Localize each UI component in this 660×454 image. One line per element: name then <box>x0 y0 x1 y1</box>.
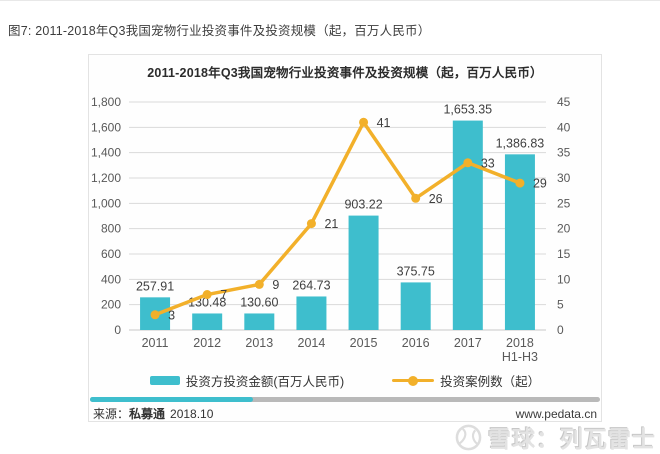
svg-text:130.60: 130.60 <box>240 295 278 309</box>
line-series-swatch-icon <box>392 375 435 386</box>
source-row: 来源：私募通 2018.10 www.pedata.cn <box>93 405 597 422</box>
svg-text:1,800: 1,800 <box>91 95 121 109</box>
source-date: 2018.10 <box>170 407 214 421</box>
svg-text:2014: 2014 <box>298 336 326 350</box>
svg-text:200: 200 <box>101 298 121 312</box>
xueqiu-snowball-icon <box>455 424 482 450</box>
legend-label-case-count: 投资案例数（起） <box>440 375 541 389</box>
svg-text:1,653.35: 1,653.35 <box>443 103 492 117</box>
chart-title: 2011-2018年Q3我国宠物行业投资事件及投资规模（起，百万人民币） <box>147 66 543 80</box>
svg-text:0: 0 <box>557 323 564 337</box>
svg-text:26: 26 <box>429 192 443 206</box>
svg-text:H1-H3: H1-H3 <box>502 350 538 364</box>
legend-item-investment-amount: 投资方投资金额(百万人民币) <box>149 371 345 390</box>
svg-text:25: 25 <box>557 196 571 210</box>
svg-text:5: 5 <box>557 298 564 312</box>
legend-label-investment-amount: 投资方投资金额(百万人民币) <box>185 375 345 389</box>
svg-text:10: 10 <box>557 272 571 286</box>
figure-caption: 图7: 2011-2018年Q3我国宠物行业投资事件及投资规模（起，百万人民币） <box>8 24 431 38</box>
chart-panel: 2011-2018年Q3我国宠物行业投资事件及投资规模（起，百万人民币） 0 0 2… <box>88 54 602 422</box>
svg-text:29: 29 <box>533 177 547 191</box>
svg-text:800: 800 <box>101 222 121 236</box>
svg-text:35: 35 <box>557 146 571 160</box>
svg-text:2016: 2016 <box>402 336 430 350</box>
chart-legend: 投资方投资金额(百万人民币) 投资案例数（起） <box>89 371 601 390</box>
legend-item-case-count: 投资案例数（起） <box>392 371 540 390</box>
svg-text:20: 20 <box>557 222 571 236</box>
svg-text:400: 400 <box>101 272 121 286</box>
svg-text:33: 33 <box>481 156 495 170</box>
svg-text:375.75: 375.75 <box>397 264 435 278</box>
svg-text:0: 0 <box>114 323 121 337</box>
svg-text:30: 30 <box>557 171 571 185</box>
svg-text:2012: 2012 <box>193 336 221 350</box>
watermark-text: 雪球：列瓦雷士 <box>488 426 656 452</box>
source-prefix: 来源： <box>93 407 130 421</box>
svg-text:600: 600 <box>101 247 121 261</box>
svg-text:41: 41 <box>377 116 391 130</box>
svg-text:1,400: 1,400 <box>91 146 121 160</box>
svg-text:2013: 2013 <box>245 336 273 350</box>
svg-text:3: 3 <box>168 308 175 322</box>
svg-text:9: 9 <box>272 278 279 292</box>
svg-text:15: 15 <box>557 247 571 261</box>
svg-text:1,600: 1,600 <box>91 120 121 134</box>
svg-text:903.22: 903.22 <box>344 198 382 212</box>
svg-text:257.91: 257.91 <box>136 279 174 293</box>
xueqiu-watermark: 雪球：列瓦雷士 <box>455 422 656 452</box>
svg-text:2018: 2018 <box>506 336 534 350</box>
source-name: 私募通 <box>129 407 166 421</box>
svg-text:2017: 2017 <box>454 336 482 350</box>
svg-text:40: 40 <box>557 120 571 134</box>
data-source: 来源：私募通 2018.10 <box>93 405 213 422</box>
horizontal-scrollbar[interactable] <box>90 397 600 402</box>
svg-text:2011: 2011 <box>142 336 169 350</box>
svg-text:7: 7 <box>220 288 227 302</box>
svg-text:2015: 2015 <box>350 336 378 350</box>
combo-chart-plot: 0 0 200 5 400 10 600 15 800 20 1,000 25 1,200 30 1,400… <box>91 95 571 364</box>
svg-text:1,000: 1,000 <box>91 196 121 210</box>
svg-text:1,386.83: 1,386.83 <box>496 136 545 150</box>
svg-text:264.73: 264.73 <box>292 278 330 292</box>
page-top-divider <box>0 0 660 1</box>
svg-text:1,200: 1,200 <box>91 171 121 185</box>
bar-series-swatch-icon <box>149 376 180 385</box>
svg-text:21: 21 <box>324 217 338 231</box>
website-link[interactable]: www.pedata.cn <box>515 407 597 421</box>
svg-text:45: 45 <box>557 95 571 109</box>
scrollbar-thumb[interactable] <box>90 397 254 402</box>
